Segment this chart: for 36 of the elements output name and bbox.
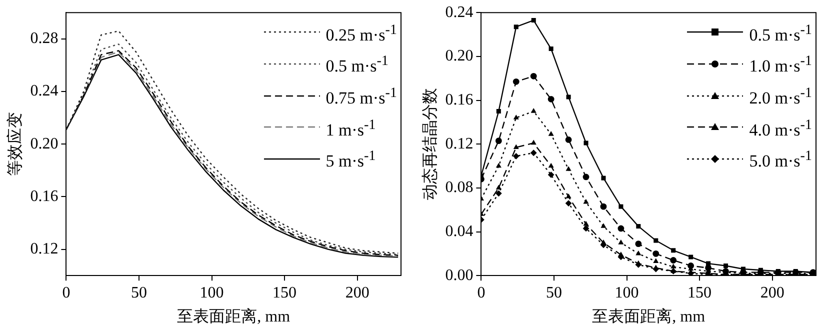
- legend-label: 0.75 m·s$^{-1}$: [326, 84, 397, 110]
- y-tick-label: 0.28: [30, 30, 58, 48]
- legend-label: 1 m·s$^{-1}$: [326, 116, 376, 142]
- y-tick-label: 0.16: [30, 188, 58, 205]
- x-tick-label: 200: [760, 284, 784, 302]
- x-tick-label: 0: [477, 284, 486, 302]
- legend-label: 5.0 m·s$^{-1}$: [749, 147, 812, 173]
- legend-label: 5 m·s$^{-1}$: [326, 147, 376, 173]
- legend-label: 4.0 m·s$^{-1}$: [749, 116, 812, 142]
- x-tick-label: 200: [345, 284, 370, 302]
- legend-label: 0.25 m·s$^{-1}$: [326, 20, 397, 46]
- y-tick-label: 0.00: [445, 266, 474, 284]
- y-tick-label: 0.20: [30, 135, 58, 152]
- x-tick-label: 50: [546, 284, 562, 302]
- x-tick-label: 100: [614, 284, 639, 302]
- x-tick-label: 150: [272, 284, 297, 302]
- y-tick-label: 0.12: [445, 135, 474, 152]
- legend-label: 0.5 m·s$^{-1}$: [326, 52, 388, 78]
- y-tick-label: 0.08: [445, 179, 474, 196]
- y-tick-label: 0.04: [445, 222, 474, 240]
- y-tick-label: 0.20: [445, 48, 474, 65]
- y-axis-title: 动态再结晶分数: [420, 88, 439, 200]
- x-tick-label: 0: [62, 284, 70, 302]
- y-tick-label: 0.24: [445, 4, 474, 21]
- x-axis-title: 至表面距离, mm: [592, 308, 706, 326]
- legend-label: 1.0 m·s$^{-1}$: [749, 52, 812, 78]
- legend-label: 0.5 m·s$^{-1}$: [749, 20, 812, 46]
- y-tick-label: 0.12: [30, 240, 58, 258]
- y-tick-label: 0.16: [445, 91, 474, 108]
- x-tick-label: 100: [200, 284, 224, 302]
- y-tick-label: 0.24: [30, 82, 58, 100]
- x-tick-label: 50: [130, 284, 147, 302]
- x-axis-title: 至表面距离, mm: [177, 308, 291, 326]
- legend-label: 2.0 m·s$^{-1}$: [749, 84, 812, 110]
- y-axis-title: 等效应变: [6, 112, 24, 176]
- x-tick-label: 150: [688, 284, 712, 302]
